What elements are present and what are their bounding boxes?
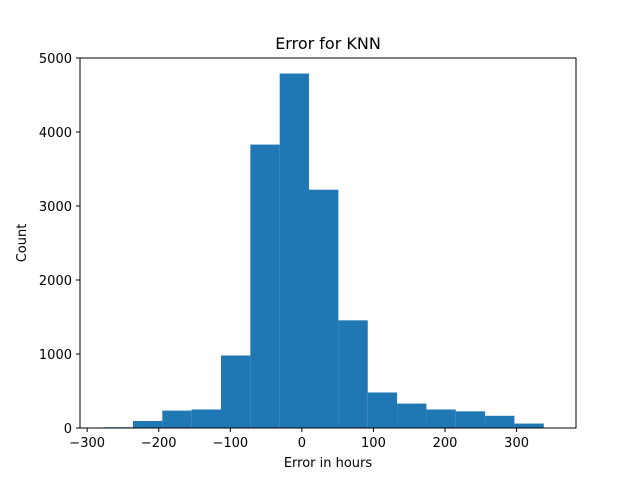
histogram-bar — [485, 415, 515, 428]
y-tick-label: 0 — [64, 422, 72, 437]
x-tick-label: 0 — [298, 436, 306, 451]
y-tick-label: 3000 — [39, 200, 72, 215]
histogram-bar — [397, 403, 427, 428]
y-tick-label: 5000 — [39, 52, 72, 67]
chart-title: Error for KNN — [275, 34, 381, 53]
histogram-bar — [220, 355, 251, 428]
y-axis-ticks: 0 1000 2000 3000 4000 5000 — [39, 52, 80, 437]
histogram-bar — [426, 409, 456, 428]
x-tick-label: 100 — [361, 436, 386, 451]
histogram-bar — [309, 189, 339, 428]
x-tick-label: −200 — [141, 436, 177, 451]
y-tick-label: 1000 — [39, 348, 72, 363]
histogram-bars — [103, 73, 544, 428]
histogram-bar — [191, 409, 221, 428]
y-tick-label: 2000 — [39, 274, 72, 289]
x-axis-ticks: −300 −200 −100 0 100 200 300 — [69, 428, 529, 451]
x-tick-label: 300 — [504, 436, 529, 451]
x-tick-label: −100 — [212, 436, 248, 451]
histogram-bar — [162, 410, 192, 428]
y-tick-label: 4000 — [39, 126, 72, 141]
histogram-bar — [250, 144, 280, 428]
x-tick-label: 200 — [433, 436, 458, 451]
histogram-bar — [367, 392, 398, 428]
y-axis-label: Count — [15, 224, 30, 263]
histogram-bar — [338, 320, 368, 428]
x-axis-label: Error in hours — [284, 456, 373, 471]
histogram-bar — [132, 420, 163, 428]
histogram-bar — [279, 73, 310, 428]
histogram-bar — [514, 423, 544, 428]
histogram-bar — [455, 411, 486, 428]
axes-frame — [79, 57, 577, 429]
x-tick-label: −300 — [69, 436, 105, 451]
